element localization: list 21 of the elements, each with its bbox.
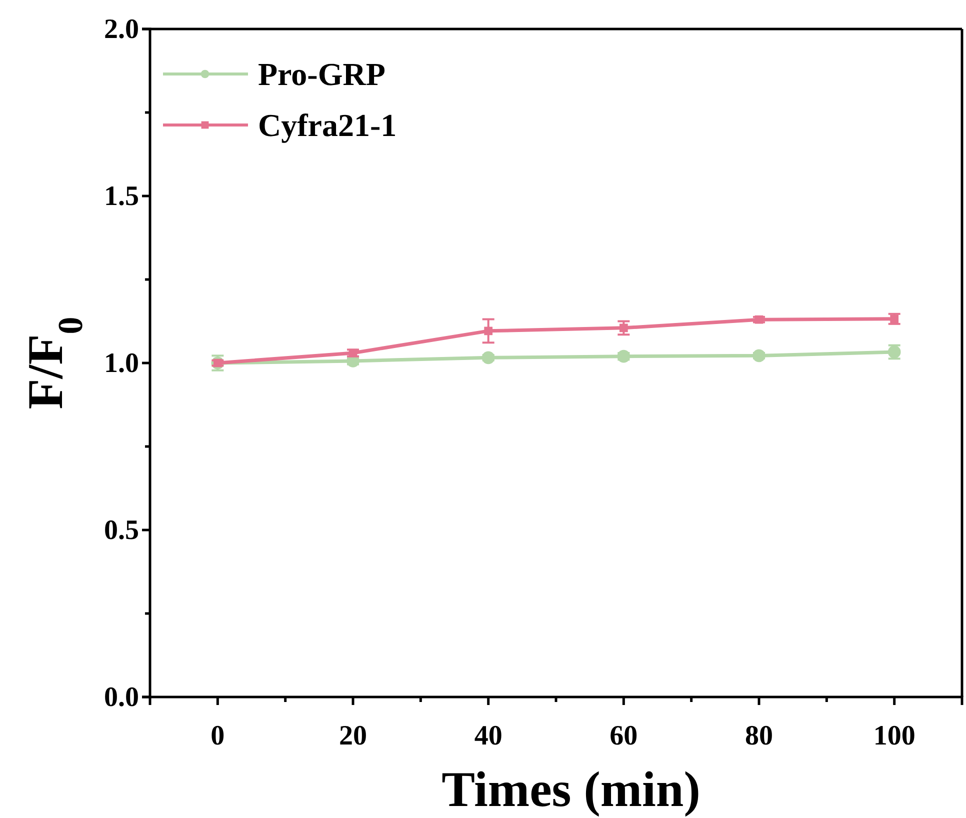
legend-label: Cyfra21-1 xyxy=(258,107,397,143)
point xyxy=(348,348,358,358)
point xyxy=(754,315,764,324)
legend-label: Pro-GRP xyxy=(258,56,386,92)
x-tick-label: 100 xyxy=(873,720,916,752)
point xyxy=(482,351,495,364)
x-tick-label: 60 xyxy=(610,720,638,752)
x-tick-label: 0 xyxy=(210,720,225,752)
y-tick-label: 2.0 xyxy=(104,14,139,45)
y-tick-label: 1.0 xyxy=(104,348,139,379)
y-tick-label: 1.5 xyxy=(104,180,139,212)
point xyxy=(752,349,766,362)
y-tick-label: 0.5 xyxy=(104,514,139,546)
x-axis-title: Times (min) xyxy=(442,761,700,817)
x-tick-label: 80 xyxy=(745,720,773,752)
y-tick-label: 0.0 xyxy=(104,682,139,713)
point xyxy=(484,326,493,336)
point xyxy=(890,314,899,324)
x-tick-label: 20 xyxy=(339,720,367,752)
x-tick-label: 40 xyxy=(474,720,502,752)
point xyxy=(619,324,628,332)
